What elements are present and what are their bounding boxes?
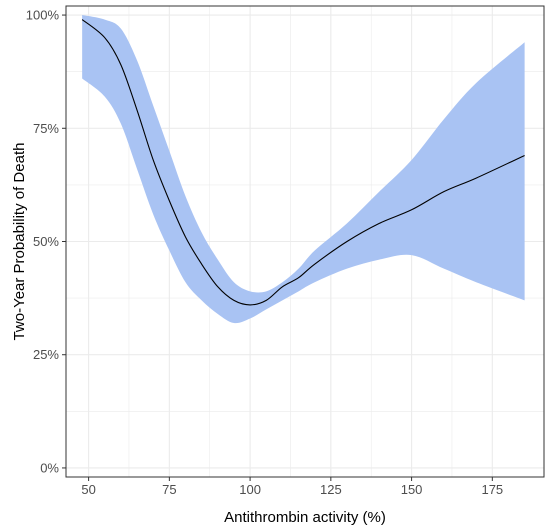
y-axis-ticks: 0% 25% 50% 75% 100% (26, 8, 66, 475)
y-tick-label: 25% (33, 347, 59, 362)
x-axis-ticks: 50 75 100 125 150 175 (81, 477, 503, 497)
confidence-band (82, 15, 525, 324)
x-tick-label: 150 (401, 482, 423, 497)
y-tick-label: 0% (40, 460, 59, 475)
y-tick-label: 50% (33, 234, 59, 249)
y-tick-label: 100% (26, 8, 60, 23)
x-tick-label: 75 (162, 482, 176, 497)
x-axis-title: Antithrombin activity (%) (224, 509, 386, 526)
y-tick-label: 75% (33, 121, 59, 136)
x-tick-label: 50 (81, 482, 95, 497)
x-tick-label: 125 (320, 482, 342, 497)
x-tick-label: 100 (239, 482, 261, 497)
y-axis-title: Two-Year Probability of Death (11, 143, 28, 341)
fitted-probability-line (81, 19, 525, 306)
x-tick-label: 175 (481, 482, 503, 497)
